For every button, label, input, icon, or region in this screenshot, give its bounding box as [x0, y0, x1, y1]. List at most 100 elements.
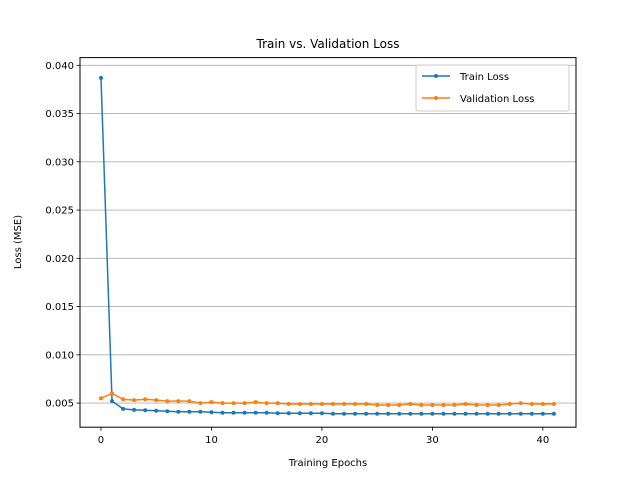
data-point-validation: [342, 402, 347, 407]
data-point-validation: [540, 402, 545, 407]
data-point-train: [275, 411, 280, 416]
y-tick-label: 0.010: [45, 350, 74, 361]
data-point-validation: [441, 403, 446, 407]
y-tick-label: 0.035: [45, 109, 74, 120]
data-point-train: [264, 410, 269, 415]
data-point-train: [110, 399, 115, 404]
data-point-train: [375, 411, 380, 416]
data-point-validation: [242, 401, 247, 406]
data-point-validation: [110, 391, 115, 396]
data-point-validation: [397, 403, 402, 407]
data-point-train: [242, 410, 247, 415]
data-point-validation: [430, 403, 435, 407]
data-point-train: [452, 411, 457, 416]
x-tick-label: 20: [316, 435, 329, 446]
data-point-validation: [496, 403, 501, 407]
data-point-train: [253, 410, 258, 415]
data-point-validation: [220, 401, 225, 406]
y-axis-title: Loss (MSE): [13, 215, 24, 269]
y-tick-label: 0.020: [45, 254, 74, 265]
y-tick-label: 0.040: [45, 61, 74, 72]
data-point-train: [154, 408, 159, 413]
data-point-validation: [187, 399, 192, 404]
data-point-train: [485, 411, 490, 416]
data-point-validation: [275, 401, 280, 406]
data-point-validation: [408, 402, 413, 407]
data-point-validation: [518, 401, 523, 406]
x-tick-label: 10: [205, 435, 218, 446]
y-tick-label: 0.015: [45, 302, 74, 313]
data-point-train: [308, 411, 313, 416]
data-point-train: [143, 408, 148, 413]
data-point-train: [353, 411, 358, 416]
data-point-train: [518, 411, 523, 416]
data-point-validation: [231, 401, 236, 406]
data-point-validation: [551, 402, 556, 407]
y-tick-label: 0.005: [45, 399, 74, 410]
legend-label-validation: Validation Loss: [460, 94, 535, 105]
data-point-train: [463, 411, 468, 416]
data-point-validation: [529, 402, 534, 407]
data-point-train: [430, 411, 435, 416]
y-tick-label: 0.030: [45, 157, 74, 168]
data-point-validation: [308, 402, 313, 407]
data-point-validation: [375, 403, 380, 407]
data-point-validation: [264, 401, 269, 406]
data-point-train: [342, 411, 347, 416]
data-point-validation: [165, 399, 170, 404]
data-point-train: [198, 409, 203, 414]
data-point-train: [496, 411, 501, 416]
data-point-train: [364, 411, 369, 416]
data-point-validation: [353, 402, 358, 407]
plot-frame: [79, 57, 577, 428]
data-point-train: [176, 409, 181, 414]
data-point-train: [441, 411, 446, 416]
x-axis-title: Training Epochs: [288, 458, 367, 469]
data-point-train: [286, 411, 291, 416]
data-point-train: [540, 411, 545, 416]
legend: Train Loss Validation Loss: [415, 64, 570, 112]
legend-marker-validation: [434, 96, 438, 100]
data-point-validation: [198, 401, 203, 406]
data-point-train: [165, 409, 170, 414]
data-point-train: [98, 75, 103, 80]
data-point-train: [330, 411, 335, 416]
data-point-train: [220, 410, 225, 415]
data-point-validation: [364, 402, 369, 407]
data-point-validation: [386, 403, 391, 407]
data-point-validation: [452, 403, 457, 407]
data-point-validation: [98, 396, 103, 401]
data-point-validation: [154, 398, 159, 403]
data-point-validation: [419, 403, 424, 407]
series-line-train: [100, 77, 554, 415]
data-point-validation: [297, 402, 302, 407]
chart-title: Train vs. Validation Loss: [256, 37, 400, 51]
data-point-train: [529, 411, 534, 416]
data-point-train: [187, 409, 192, 414]
data-point-train: [551, 411, 556, 416]
data-point-validation: [176, 399, 181, 404]
data-point-validation: [463, 402, 468, 407]
data-point-train: [408, 411, 413, 416]
data-point-train: [419, 411, 424, 416]
axis-ticks: 0.005 0.010 0.015 0.020 0.025 0.030 0.035 0.040…: [45, 61, 549, 446]
data-point-train: [507, 411, 512, 416]
data-point-train: [474, 411, 479, 416]
data-point-validation: [319, 402, 324, 407]
data-point-validation: [121, 397, 126, 402]
data-point-validation: [209, 400, 214, 405]
series-layer: [98, 75, 556, 416]
data-point-train: [319, 411, 324, 416]
x-tick-label: 40: [536, 435, 549, 446]
x-tick-label: 30: [426, 435, 439, 446]
data-point-validation: [330, 402, 335, 407]
grid-lines: [80, 64, 576, 404]
data-point-train: [386, 411, 391, 416]
data-point-validation: [253, 400, 258, 405]
legend-box: [415, 64, 570, 112]
data-point-train: [209, 410, 214, 415]
x-tick-label: 0: [98, 435, 104, 446]
data-point-train: [121, 406, 126, 411]
data-point-validation: [474, 403, 479, 407]
